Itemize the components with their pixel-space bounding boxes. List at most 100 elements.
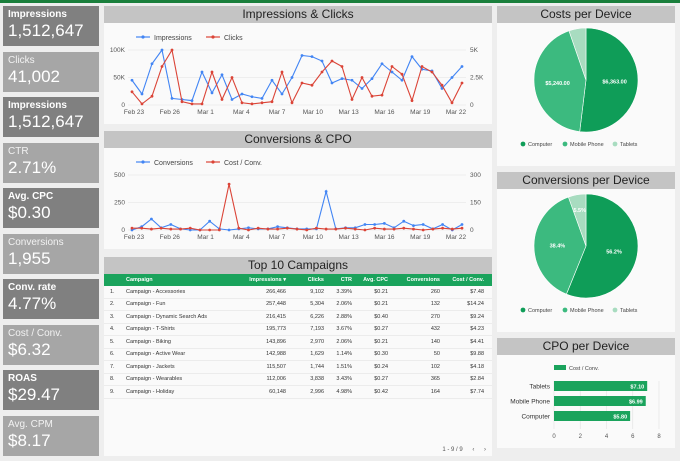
table-cell: 266,466 [266,288,286,295]
table-row[interactable]: 7. Campaign - Jackets 115,507 1,744 1.51% $0.… [104,361,492,374]
bar-value-label: $5.80 [613,415,627,421]
x-tick: Mar 1 [197,109,214,116]
costs-device-panel: Costs per Device $6,363.00 $5,240.00 Compu… [497,6,675,166]
y-tick-right: 150 [470,200,481,207]
data-point [382,227,386,231]
next-page-icon[interactable]: › [484,447,486,453]
column-header[interactable]: CTR [340,277,352,283]
table-cell: $0.21 [374,338,388,345]
table-cell: $0.27 [374,326,388,333]
table-cell: Campaign - Active Wear [126,351,186,358]
kpi-value: 41,002 [8,67,60,86]
data-point [285,226,289,230]
data-point [260,97,264,100]
cpo-device-bar-chart[interactable]: Cost / Conv. 0 2 4 6 8 Tablets $7.10 Mobile Phon… [497,355,675,448]
data-point [150,62,154,66]
column-header[interactable]: Impressions ▾ [249,277,286,283]
table-row[interactable]: 1. Campaign - Accessories 266,466 9,102 3.39… [104,286,492,299]
panel-title: Impressions & Clicks [104,6,492,23]
kpi-value: 4.77% [8,294,57,313]
data-point [266,227,270,231]
legend-label: Computer [528,308,552,314]
table-cell: $9.24 [470,313,484,320]
top-accent-bar [0,0,680,3]
data-point [247,226,250,230]
data-point [130,90,134,94]
prev-page-icon[interactable]: ‹ [472,447,475,453]
table-row[interactable]: 4. Campaign - T-Shirts 195,773 7,193 3.67% $0… [104,324,492,336]
column-header[interactable]: Conversions [406,277,440,283]
impressions-clicks-chart[interactable]: Impressions Clicks 0 0 50K 2.5K 100K 5K Feb 23 Fe… [104,23,492,124]
data-point [169,227,173,231]
table-cell: 8. [110,376,115,383]
table-cell: 195,773 [266,326,286,333]
x-tick: Feb 23 [124,234,145,241]
table-cell: $4.18 [470,363,484,370]
column-header[interactable]: Campaign [126,277,153,283]
table-cell: 9. [110,388,115,395]
y-tick-left: 250 [114,200,125,207]
data-point [280,92,284,96]
data-point [382,222,386,225]
table-cell: $0.21 [374,288,388,295]
table-cell: $7.48 [470,288,484,295]
column-header[interactable]: Avg. CPC [363,277,388,283]
data-point [334,227,338,231]
conversions-device-pie[interactable]: 56.2% 38.4% 5.5% Computer Mobile Phone Tablet… [497,189,675,332]
data-point [200,102,204,106]
table-cell: Campaign - Dynamic Search Ads [126,313,208,320]
kpi-tile: Avg. CPM $8.17 [3,416,99,456]
kpi-label: Conversions [8,237,64,248]
data-point [305,228,309,232]
data-point [160,65,164,68]
x-tick: 0 [552,434,556,440]
table-cell: 9,102 [310,288,324,295]
column-header[interactable]: Clicks [307,277,324,283]
table-cell: 115,507 [266,363,286,370]
data-point [240,101,244,105]
data-point [350,78,354,82]
legend-marker [141,160,145,164]
series-line [131,48,463,105]
data-point [290,101,294,105]
table-cell: $4.23 [470,326,484,333]
bar [554,381,648,391]
panel-title: Conversions & CPO [104,131,492,148]
kpi-tile: Impressions 1,512,647 [3,97,99,137]
data-point [344,226,347,230]
table-cell: 50 [433,351,440,358]
table-row[interactable]: 5. Campaign - Biking 143,896 2,970 2.06% $0.2… [104,336,492,349]
y-tick-right: 300 [470,172,481,179]
x-tick: Mar 19 [410,109,431,116]
data-point [310,55,314,58]
conversions-cpo-chart[interactable]: Conversions Cost / Conv. 0 0 250 150 500 300 Feb… [104,148,492,249]
data-point [180,100,184,104]
data-point [320,70,324,74]
data-point [210,91,214,95]
pager-text: 1 - 9 / 9 [442,447,463,453]
table-cell: Campaign - Jackets [126,363,175,370]
column-header[interactable]: Cost / Conv. [452,277,484,283]
kpi-tile: Avg. CPC $0.30 [3,188,99,228]
table-row[interactable]: 3. Campaign - Dynamic Search Ads 216,415 6,… [104,311,492,324]
legend-marker [211,35,215,39]
data-point [450,101,454,105]
table-row[interactable]: 2. Campaign - Fun 257,448 5,304 2.06% $0.21 13… [104,299,492,311]
kpi-value: 1,955 [8,249,51,268]
table-cell: 102 [430,363,440,370]
x-tick: Mar 1 [197,234,214,241]
table-row[interactable]: 8. Campaign - Wearables 112,006 3,838 3.43% $… [104,374,492,386]
legend-marker [562,307,568,313]
data-point [310,83,314,87]
table-row[interactable]: 6. Campaign - Active Wear 142,988 1,629 1.14… [104,349,492,361]
x-tick: Mar 16 [374,109,395,116]
costs-device-pie[interactable]: $6,363.00 $5,240.00 Computer Mobile Phone Ta… [497,23,675,166]
legend-label: Mobile Phone [570,308,604,314]
data-point [410,99,414,102]
data-point [276,225,279,229]
panel-title: CPO per Device [497,338,675,355]
table-cell: 3.67% [336,326,352,333]
slice-label: 5.5% [573,208,586,214]
table-row[interactable]: 9. Campaign - Holiday 60,148 2,996 4.98% $0.4… [104,386,492,399]
data-point [373,226,377,230]
